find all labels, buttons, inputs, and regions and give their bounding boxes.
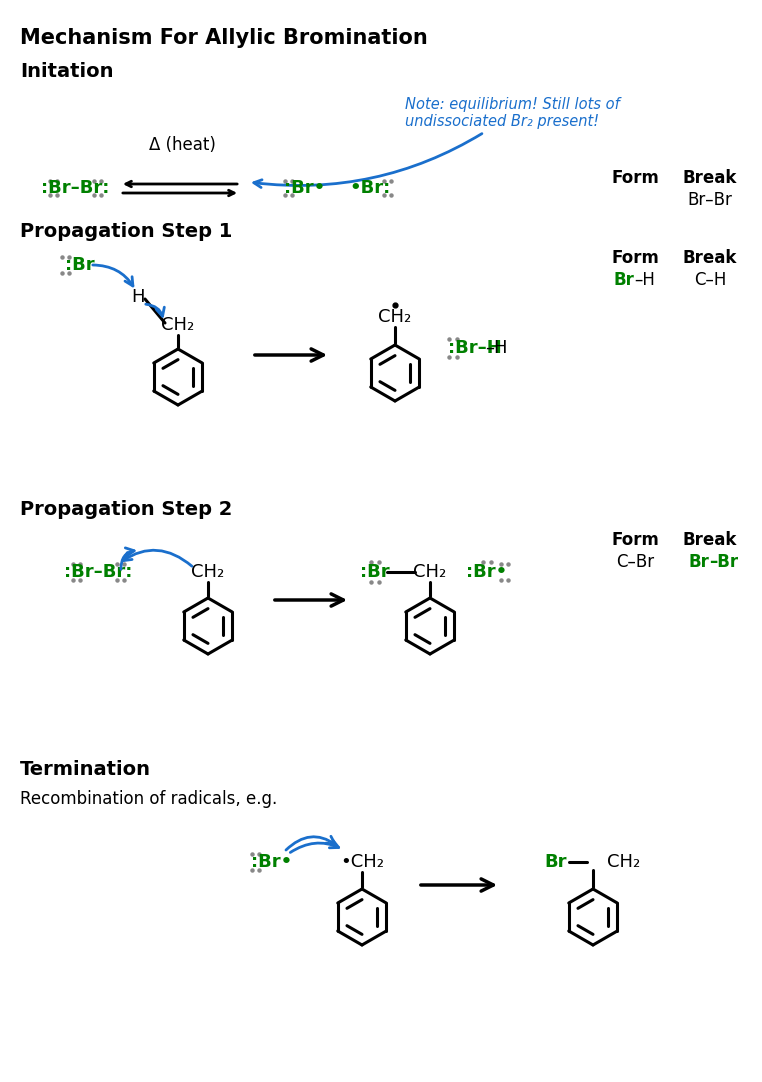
Text: Br–Br: Br–Br [687, 192, 732, 209]
Text: CH₂: CH₂ [379, 308, 411, 326]
Text: C–Br: C–Br [616, 553, 654, 571]
Text: –Br: –Br [709, 553, 738, 571]
Text: :Br•: :Br• [251, 853, 293, 871]
Text: Br: Br [613, 270, 634, 289]
Text: Propagation Step 1: Propagation Step 1 [20, 222, 232, 241]
Text: CH₂: CH₂ [607, 853, 640, 871]
Text: –H: –H [634, 270, 655, 289]
Text: Break: Break [683, 169, 737, 187]
Text: CH₂: CH₂ [413, 563, 447, 581]
Text: •CH₂: •CH₂ [340, 853, 384, 871]
Text: •Br:: •Br: [349, 179, 391, 197]
Text: Form: Form [611, 249, 659, 267]
Text: Break: Break [683, 249, 737, 267]
Text: CH₂: CH₂ [191, 563, 225, 581]
Text: :Br–H: :Br–H [448, 339, 501, 357]
Text: Initation: Initation [20, 62, 114, 81]
Text: Termination: Termination [20, 760, 151, 779]
Text: CH₂: CH₂ [162, 316, 194, 334]
Text: :Br: :Br [66, 256, 94, 274]
Text: :Br–Br:: :Br–Br: [64, 563, 132, 581]
Text: Mechanism For Allylic Bromination: Mechanism For Allylic Bromination [20, 28, 427, 48]
Text: Form: Form [611, 169, 659, 187]
Text: :Br–Br:: :Br–Br: [41, 179, 109, 197]
Text: Form: Form [611, 531, 659, 549]
Text: Note: equilibrium! Still lots of
undissociated Br₂ present!: Note: equilibrium! Still lots of undisso… [254, 97, 620, 187]
Text: :Br•: :Br• [466, 563, 507, 581]
Text: C–H: C–H [694, 270, 726, 289]
Text: :Br: :Br [360, 563, 390, 581]
Text: Recombination of radicals, e.g.: Recombination of radicals, e.g. [20, 790, 277, 808]
Text: Br: Br [688, 553, 709, 571]
Text: :Br•: :Br• [284, 179, 325, 197]
Text: Break: Break [683, 531, 737, 549]
Text: H: H [131, 288, 145, 306]
Text: Propagation Step 2: Propagation Step 2 [20, 500, 232, 519]
Text: –H: –H [485, 339, 507, 357]
Text: Br: Br [545, 853, 567, 871]
Text: Δ (heat): Δ (heat) [149, 136, 216, 154]
